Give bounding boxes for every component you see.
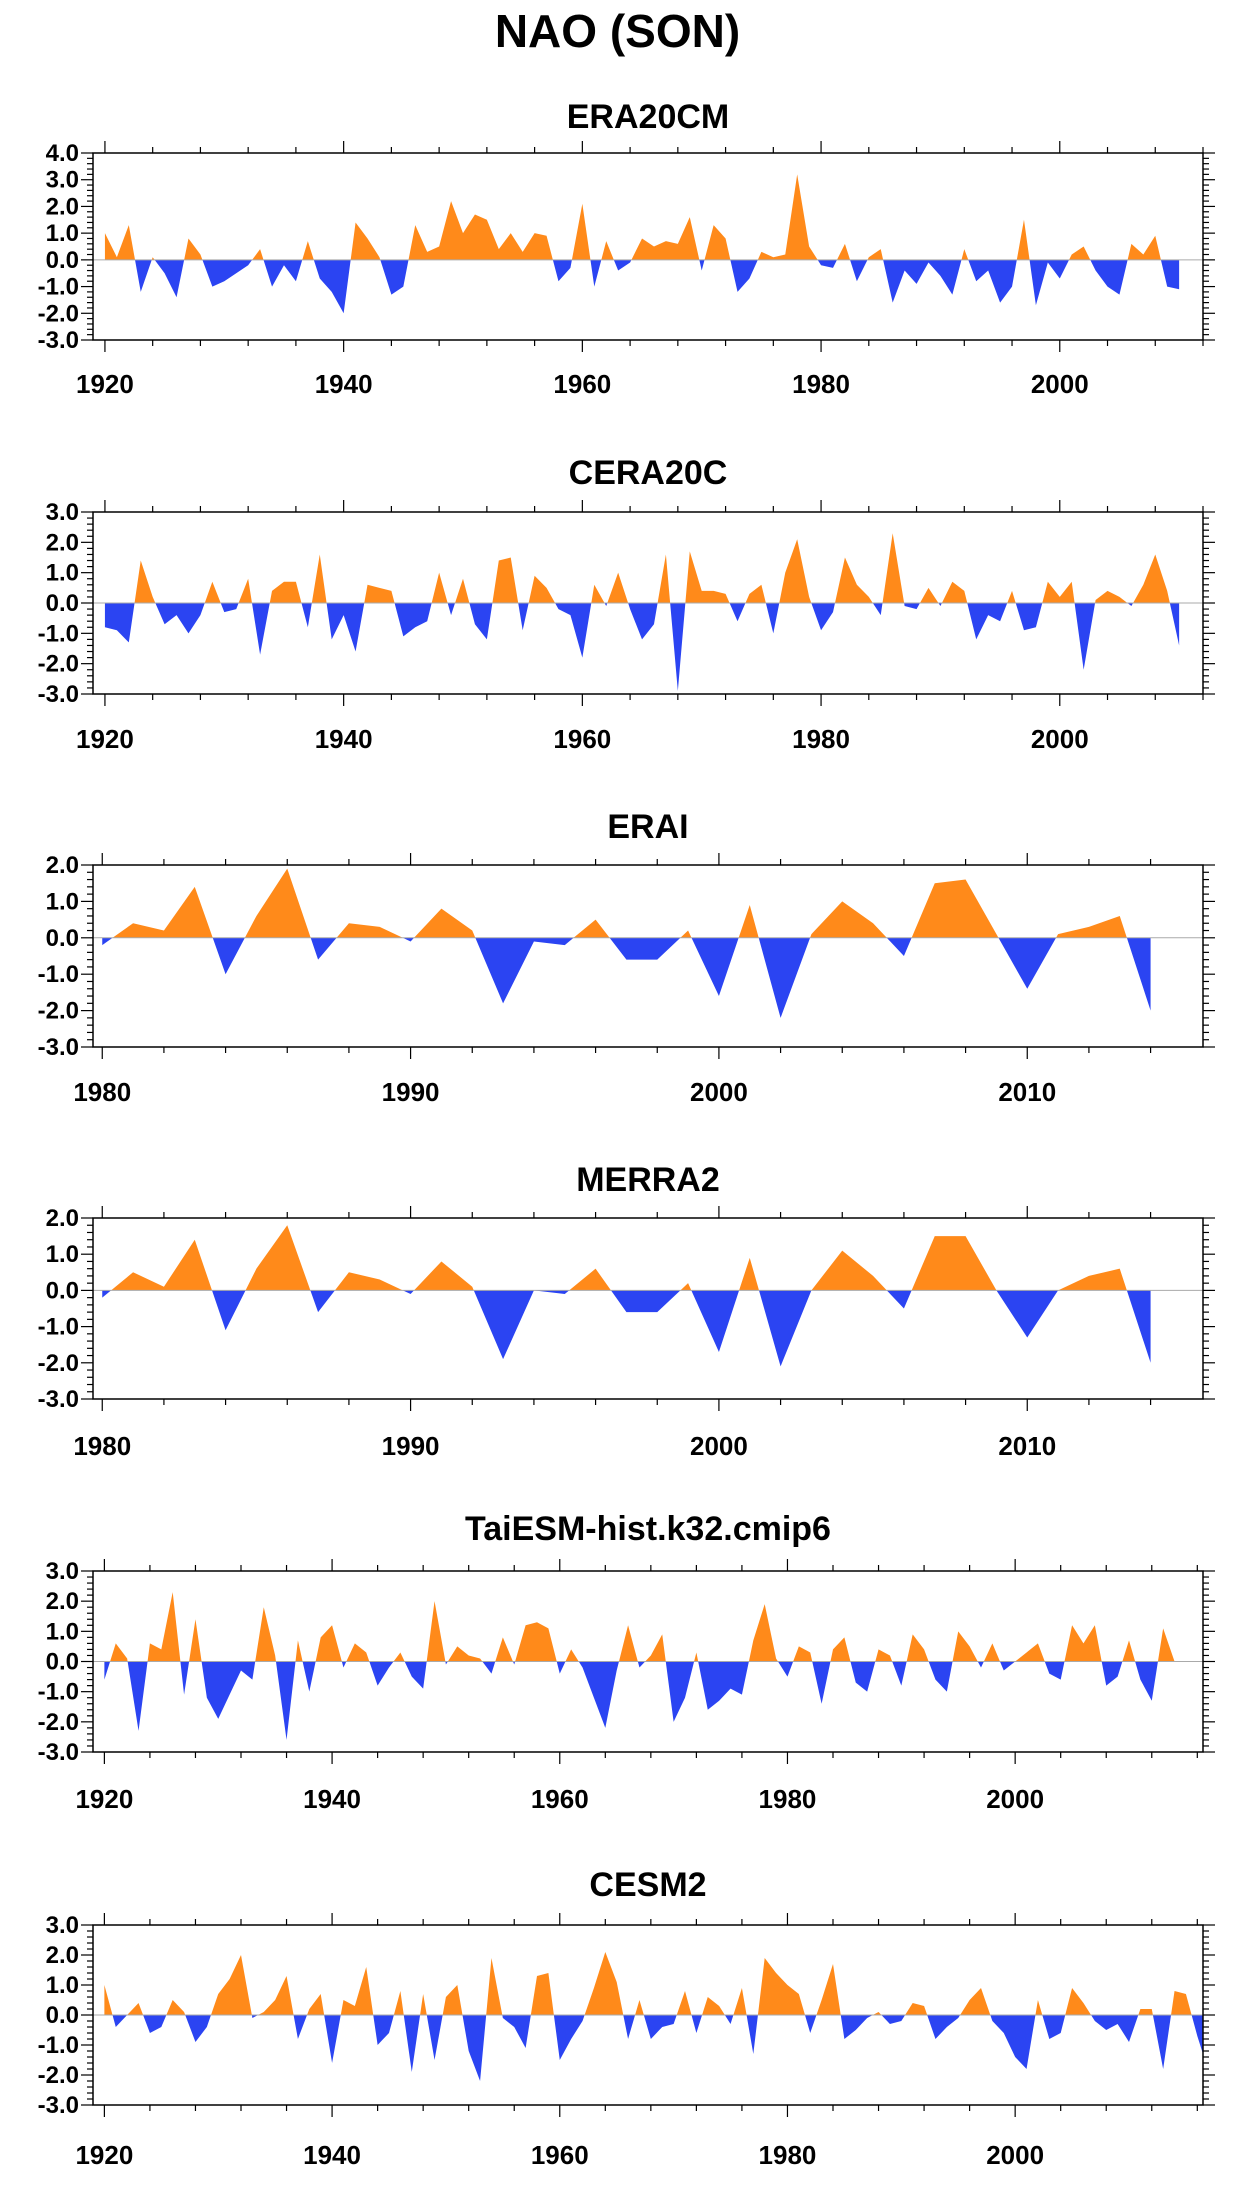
y-tick-label: 3.0: [46, 499, 79, 526]
chart-panel: CESM2 -3.0 -2.0 -1.0 0.0 1.0 2.0 3.0 1920 1940 196…: [38, 1866, 1215, 2170]
y-tick-label: 2.0: [46, 1942, 79, 1969]
x-tick-label: 1980: [73, 1077, 131, 1107]
chart-panel: ERAI -3.0 -2.0 -1.0 0.0 1.0 2.0 1980 1990 2000 201…: [38, 808, 1215, 1107]
y-tick-label: 2.0: [46, 852, 79, 879]
x-tick-label: 1920: [76, 724, 134, 754]
y-tick-label: -3.0: [38, 1739, 79, 1766]
y-tick-label: -3.0: [38, 2092, 79, 2119]
series-area-negative: [102, 937, 1151, 1018]
chart-panel: TaiESM-hist.k32.cmip6 -3.0 -2.0 -1.0 0.0 1.0 2…: [38, 1510, 1215, 1814]
y-tick-label: 3.0: [46, 167, 79, 194]
x-tick-label: 2000: [986, 2140, 1044, 2170]
y-tick-label: 1.0: [46, 888, 79, 915]
panel-title: CERA20C: [569, 454, 728, 492]
x-tick-label: 1980: [73, 1431, 131, 1461]
y-tick-label: -2.0: [38, 1709, 79, 1736]
panel-title: TaiESM-hist.k32.cmip6: [465, 1510, 831, 1548]
y-tick-label: 3.0: [46, 1912, 79, 1939]
x-tick-label: 2000: [690, 1077, 748, 1107]
y-tick-label: 0.0: [46, 1277, 79, 1304]
panel-title: ERA20CM: [567, 98, 729, 136]
x-tick-label: 1960: [531, 1784, 589, 1814]
y-tick-label: 1.0: [46, 1972, 79, 1999]
panel-title: CESM2: [589, 1866, 706, 1904]
y-tick-label: 1.0: [46, 1241, 79, 1268]
panel-title: ERAI: [607, 808, 688, 846]
y-tick-label: -2.0: [38, 998, 79, 1025]
y-tick-label: -3.0: [38, 1386, 79, 1413]
x-tick-label: 1920: [76, 369, 134, 399]
x-tick-label: 1920: [75, 2140, 133, 2170]
series-area-positive: [102, 868, 1151, 938]
series-area-positive: [104, 174, 1180, 260]
x-tick-label: 1920: [75, 1784, 133, 1814]
y-tick-label: -3.0: [38, 681, 79, 708]
y-tick-label: -2.0: [38, 300, 79, 327]
plot-frame: [92, 864, 1204, 1048]
y-tick-label: 1.0: [46, 220, 79, 247]
y-tick-label: 2.0: [46, 1205, 79, 1232]
y-tick-label: -1.0: [38, 620, 79, 647]
y-tick-label: -1.0: [38, 2032, 79, 2059]
y-tick-label: 2.0: [46, 529, 79, 556]
series-area-negative: [102, 1290, 1151, 1367]
x-tick-label: 1960: [531, 2140, 589, 2170]
y-tick-label: 3.0: [46, 1558, 79, 1585]
x-tick-label: 1940: [303, 2140, 361, 2170]
y-tick-label: 4.0: [46, 140, 79, 167]
y-tick-label: -1.0: [38, 1679, 79, 1706]
y-tick-label: -1.0: [38, 1314, 79, 1341]
series-area-negative: [104, 2015, 1203, 2081]
x-tick-label: 1940: [315, 724, 373, 754]
y-tick-label: 2.0: [46, 1588, 79, 1615]
chart-panel: CERA20C -3.0 -2.0 -1.0 0.0 1.0 2.0 3.0 1920 1940 1…: [38, 454, 1215, 754]
x-tick-label: 1940: [315, 369, 373, 399]
y-tick-label: -1.0: [38, 274, 79, 301]
y-tick-label: 2.0: [46, 193, 79, 220]
x-tick-label: 2000: [690, 1431, 748, 1461]
main-title: NAO (SON): [494, 5, 741, 57]
x-tick-label: 1990: [382, 1431, 440, 1461]
x-tick-label: 2000: [1031, 369, 1089, 399]
y-tick-label: -2.0: [38, 651, 79, 678]
y-tick-label: -2.0: [38, 2062, 79, 2089]
series-area-positive: [104, 1592, 1175, 1662]
x-tick-label: 2000: [986, 1784, 1044, 1814]
x-tick-label: 1940: [303, 1784, 361, 1814]
y-tick-label: 0.0: [46, 247, 79, 274]
series-area-positive: [104, 1952, 1203, 2015]
x-tick-label: 1980: [792, 369, 850, 399]
x-tick-label: 2000: [1031, 724, 1089, 754]
panel-title: MERRA2: [576, 1161, 720, 1199]
y-tick-label: 0.0: [46, 590, 79, 617]
plot-frame: [92, 152, 1204, 341]
chart-panel: MERRA2 -3.0 -2.0 -1.0 0.0 1.0 2.0 1980 1990 2000 2…: [38, 1161, 1215, 1461]
y-tick-label: 1.0: [46, 560, 79, 587]
x-tick-label: 1960: [553, 369, 611, 399]
y-tick-label: 0.0: [46, 2002, 79, 2029]
y-tick-label: 0.0: [46, 1649, 79, 1676]
x-tick-label: 1980: [759, 1784, 817, 1814]
series-area-negative: [104, 1661, 1175, 1740]
series-area-positive: [102, 1225, 1151, 1291]
y-tick-label: 1.0: [46, 1618, 79, 1645]
y-tick-label: -2.0: [38, 1350, 79, 1377]
series-area-negative: [135, 259, 1180, 314]
x-tick-label: 2010: [998, 1431, 1056, 1461]
plot-frame: [92, 1217, 1204, 1400]
series-area-positive: [104, 533, 1180, 603]
y-tick-label: 0.0: [46, 925, 79, 952]
x-tick-label: 1990: [382, 1077, 440, 1107]
x-tick-label: 1960: [553, 724, 611, 754]
y-tick-label: -3.0: [38, 1034, 79, 1061]
y-tick-label: -1.0: [38, 961, 79, 988]
x-tick-label: 1980: [792, 724, 850, 754]
x-tick-label: 1980: [759, 2140, 817, 2170]
x-tick-label: 2010: [998, 1077, 1056, 1107]
series-area-negative: [104, 603, 1180, 691]
y-tick-label: -3.0: [38, 327, 79, 354]
chart-panel: ERA20CM -3.0-2.0-1.00.01.02.03.04.0 1920 19…: [38, 98, 1215, 399]
